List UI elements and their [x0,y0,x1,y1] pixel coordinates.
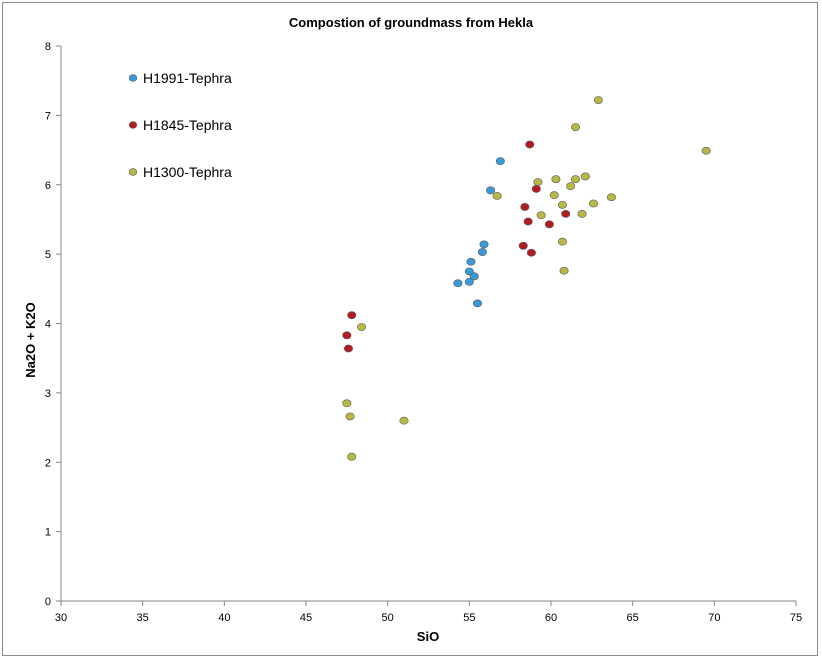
x-tick-label: 70 [708,612,720,624]
y-tick-label: 6 [45,180,51,192]
y-tick-label: 7 [45,110,51,122]
x-tick-label: 65 [627,612,639,624]
x-tick-label: 55 [463,612,475,624]
point-h1300-tephra [557,237,567,246]
point-h1300-tephra [347,452,357,461]
x-axis-title: SiO [417,629,439,644]
point-h1845-tephra [526,248,536,257]
point-h1300-tephra [588,199,598,208]
chart-title: Compostion of groundmass from Hekla [289,15,534,30]
point-h1300-tephra [701,146,711,155]
point-h1300-tephra [577,209,587,218]
point-h1845-tephra [525,140,535,149]
x-tick-group: 30 35 40 45 50 55 60 65 70 75 [55,601,802,624]
y-tick-label: 1 [45,527,51,539]
y-tick-label: 4 [45,319,51,331]
x-tick-label: 30 [55,612,67,624]
y-axis-title: Na2O + K2O [23,302,38,378]
x-tick-label: 40 [218,612,230,624]
point-h1845-tephra [523,217,533,226]
point-h1845-tephra [342,331,352,340]
point-h1300-tephra [399,416,409,425]
legend-marker [128,74,138,82]
point-h1300-tephra [345,412,355,421]
y-tick-label: 2 [45,457,51,469]
point-h1845-tephra [561,209,571,218]
point-h1845-tephra [347,311,357,320]
point-h1991-tephra [486,186,496,195]
point-h1845-tephra [531,185,541,193]
x-tick-label: 35 [137,612,149,624]
point-h1300-tephra [559,266,569,275]
point-h1300-tephra [606,193,616,202]
point-h1991-tephra [495,157,505,166]
y-tick-label: 8 [45,41,51,53]
point-h1300-tephra [570,175,580,184]
y-tick-label: 5 [45,249,51,261]
legend-marker [128,168,138,176]
legend-label: H1991-Tephra [143,70,232,86]
point-h1300-tephra [536,211,546,220]
point-h1300-tephra [593,96,603,105]
point-h1991-tephra [464,277,474,286]
point-h1991-tephra [479,240,489,249]
x-tick-label: 45 [300,612,312,624]
x-tick-label: 60 [545,612,557,624]
legend-marker [128,121,138,129]
point-h1845-tephra [518,241,528,250]
point-h1300-tephra [342,399,352,408]
point-h1845-tephra [520,203,530,211]
point-h1991-tephra [453,279,463,288]
point-h1300-tephra [580,172,590,181]
point-h1845-tephra [544,220,554,229]
x-tick-label: 75 [790,612,802,624]
point-h1991-tephra [472,299,482,308]
point-h1300-tephra [570,123,580,132]
point-h1991-tephra [466,257,476,266]
point-h1300-tephra [549,191,559,200]
legend-label: H1300-Tephra [143,164,232,180]
point-h1991-tephra [477,248,487,256]
point-h1300-tephra [551,175,561,184]
x-tick-label: 50 [382,612,394,624]
point-h1300-tephra [566,182,576,191]
point-h1300-tephra [357,323,367,331]
data-points [342,96,711,461]
legend: H1991-Tephra H1845-Tephra H1300-Tephra [128,70,232,180]
y-tick-label: 0 [45,596,51,608]
y-tick-group: 0 1 2 3 4 5 6 7 8 [45,41,61,608]
point-h1300-tephra [533,178,543,186]
point-h1845-tephra [343,344,353,353]
point-h1300-tephra [492,191,502,200]
point-h1991-tephra [469,272,479,281]
point-h1300-tephra [557,200,567,209]
y-tick-label: 3 [45,388,51,400]
legend-label: H1845-Tephra [143,117,232,133]
